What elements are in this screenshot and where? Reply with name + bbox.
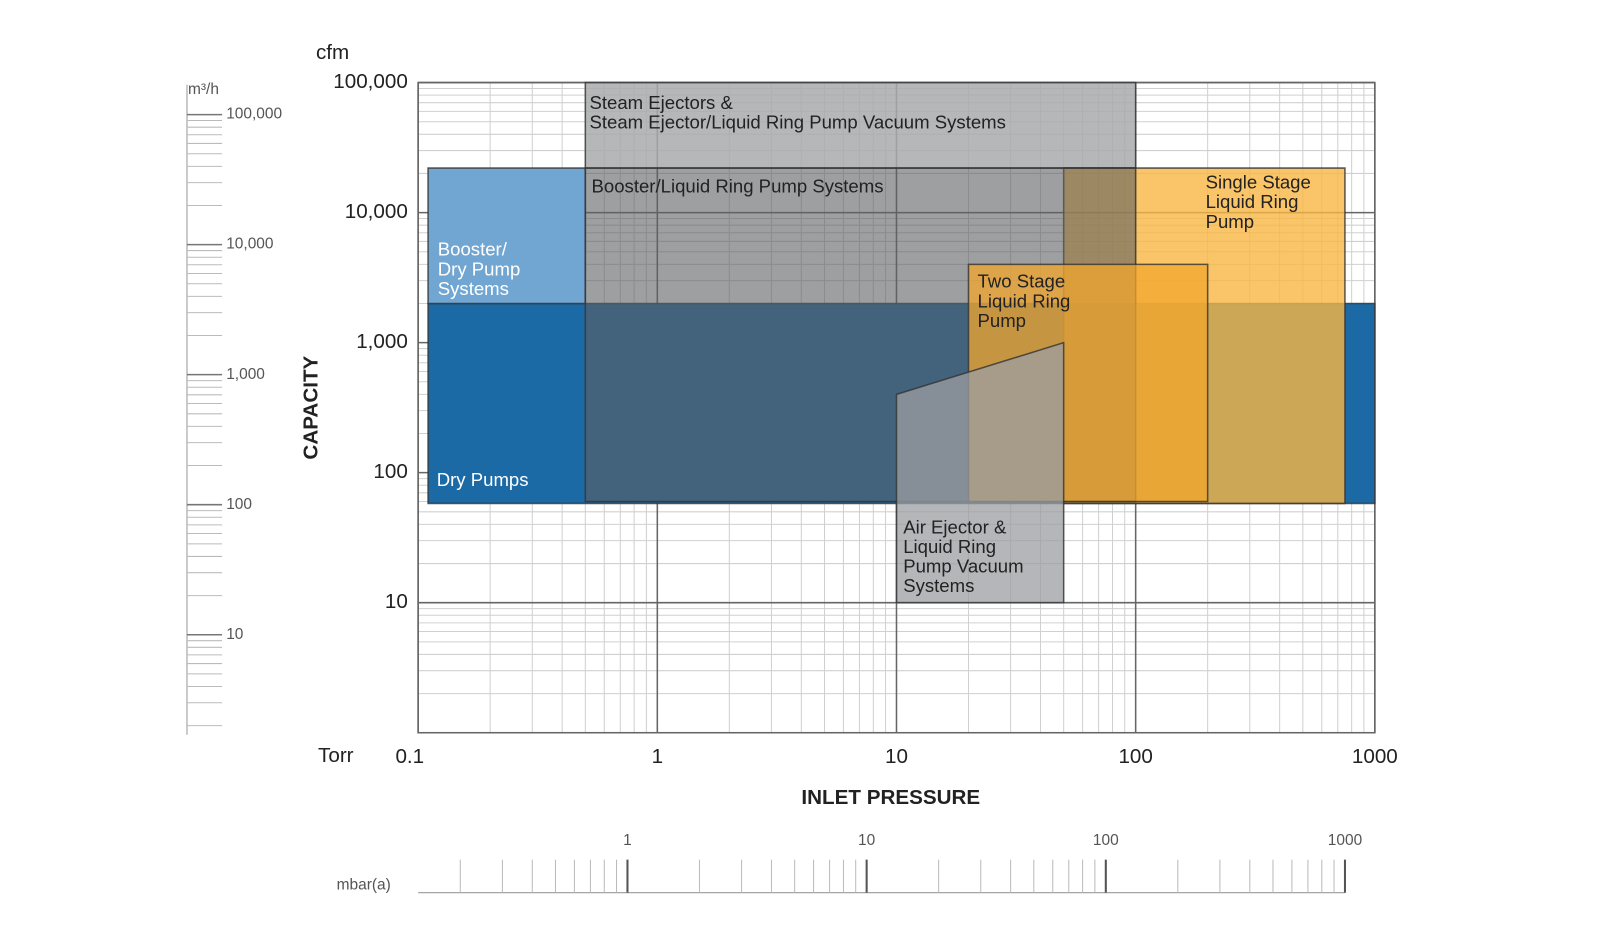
- y-unit: cfm: [316, 41, 349, 64]
- y-tick-label: 10: [385, 590, 408, 613]
- region-label: Steam Ejectors &: [589, 92, 733, 113]
- region-label: Steam Ejector/Liquid Ring Pump Vacuum Sy…: [589, 112, 1005, 133]
- x2-tick-label: 10: [858, 832, 875, 849]
- y2-tick-label: 10,000: [226, 236, 273, 253]
- y2-unit: m³/h: [188, 81, 219, 98]
- region-label: Systems: [903, 575, 974, 596]
- y-axis-label: CAPACITY: [299, 355, 322, 459]
- region-label: Liquid Ring: [978, 290, 1071, 311]
- y-tick-label: 10,000: [345, 200, 408, 223]
- x-tick-label: 0.1: [395, 745, 424, 768]
- y-tick-label: 100,000: [333, 70, 408, 93]
- y-tick-label: 1,000: [356, 330, 408, 353]
- x2-tick-label: 100: [1093, 832, 1119, 849]
- region-label: Liquid Ring: [903, 536, 996, 557]
- x-tick-label: 100: [1118, 745, 1152, 768]
- region: [895, 341, 1065, 604]
- region-label: Pump: [1206, 211, 1255, 232]
- region-label: Booster/Liquid Ring Pump Systems: [592, 176, 884, 197]
- x-tick-label: 1000: [1352, 745, 1398, 768]
- y2-tick-label: 100,000: [226, 106, 282, 123]
- region-label: Dry Pumps: [437, 469, 529, 490]
- region-label: Liquid Ring: [1206, 191, 1299, 212]
- x-axis-label: INLET PRESSURE: [801, 786, 980, 809]
- y2-tick-label: 10: [226, 626, 243, 643]
- region-label: Pump: [978, 310, 1027, 331]
- y2-tick-label: 100: [226, 496, 252, 513]
- x-tick-label: 10: [885, 745, 908, 768]
- x-unit: Torr: [318, 744, 354, 767]
- region-label: Dry Pump: [438, 258, 521, 279]
- x2-tick-label: 1: [623, 832, 632, 849]
- region-label: Two Stage: [978, 271, 1066, 292]
- region-label: Booster/: [438, 239, 508, 260]
- x2-tick-label: 1000: [1328, 832, 1362, 849]
- x2-unit: mbar(a): [337, 877, 391, 894]
- y2-tick-label: 1,000: [226, 366, 265, 383]
- region-label: Single Stage: [1206, 172, 1311, 193]
- x-tick-label: 1: [652, 745, 663, 768]
- region-label: Pump Vacuum: [903, 556, 1023, 577]
- y-tick-label: 100: [373, 460, 407, 483]
- region-label: Air Ejector &: [903, 516, 1007, 537]
- regions: [427, 81, 1376, 604]
- region-label: Systems: [438, 278, 509, 299]
